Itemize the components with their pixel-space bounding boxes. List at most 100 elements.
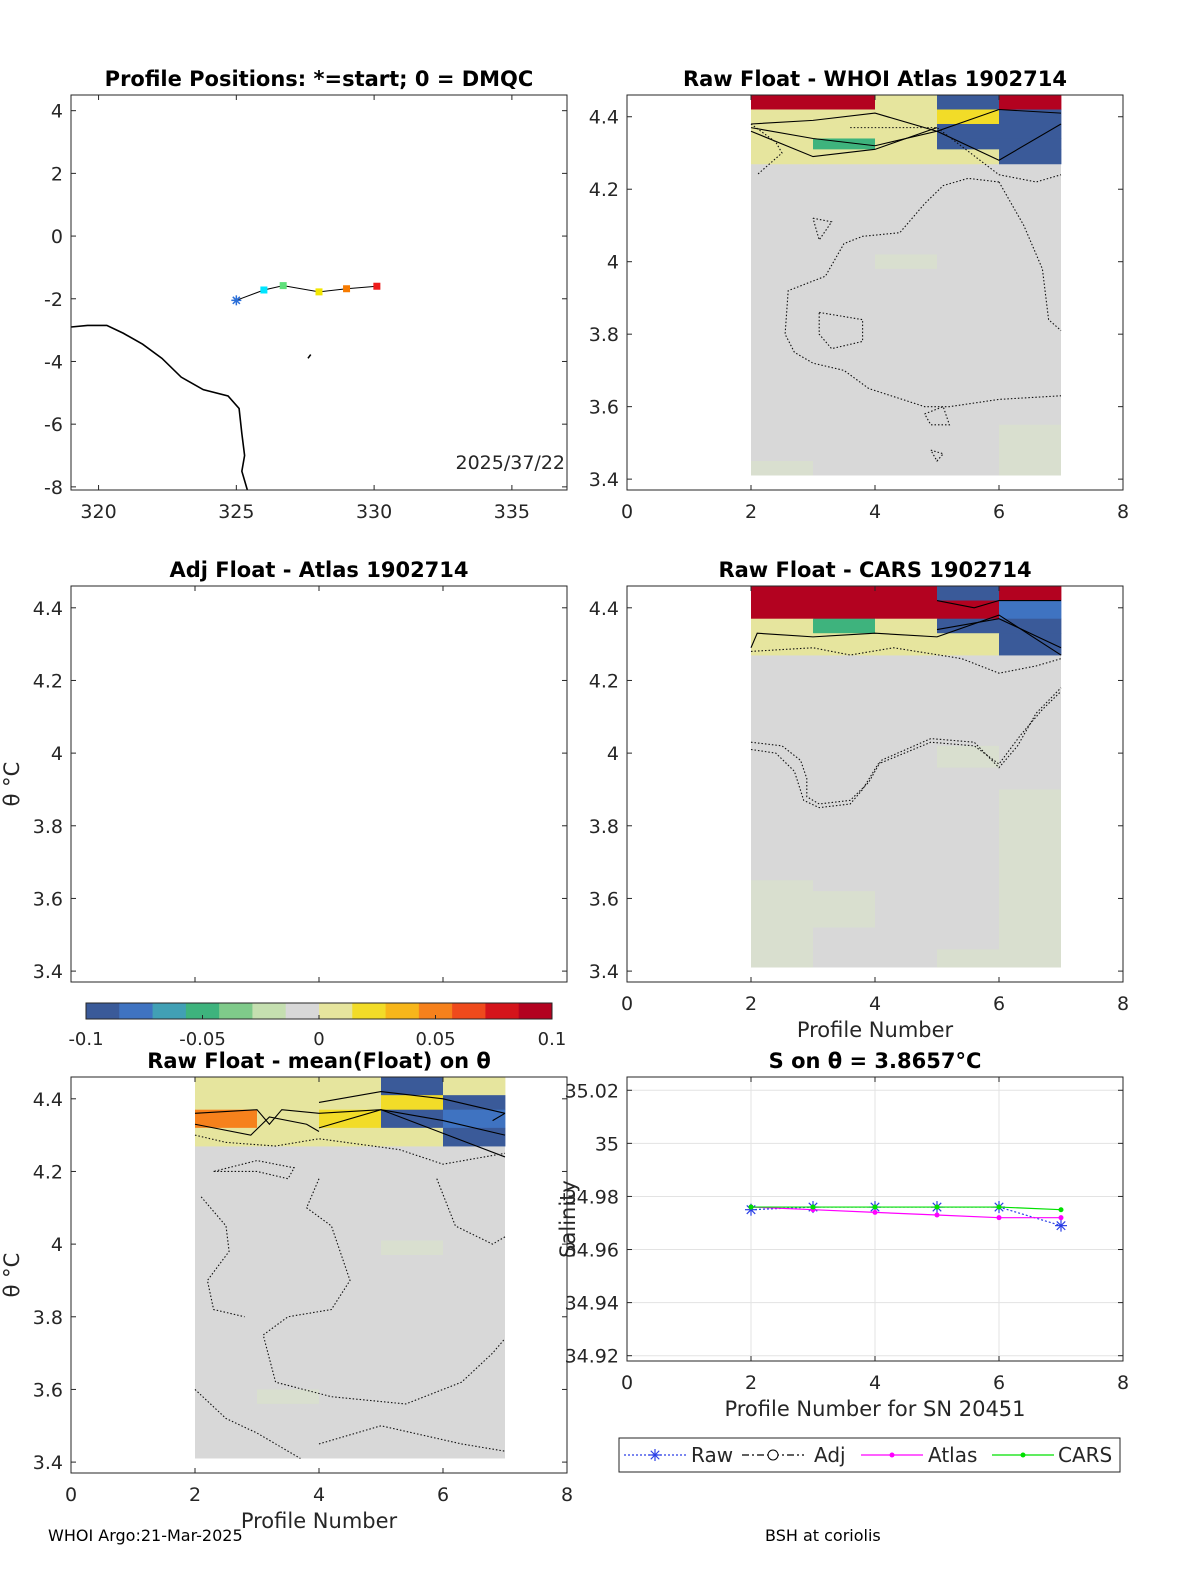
colorbar-segment bbox=[185, 1003, 220, 1019]
y-tick-label: 2 bbox=[51, 163, 63, 185]
y-tick-label: -2 bbox=[44, 289, 63, 311]
contour-solid bbox=[318, 1090, 506, 1114]
y-axis-label: Salinity bbox=[556, 1180, 580, 1258]
y-tick-label: 3.8 bbox=[33, 1307, 63, 1329]
heatmap-cell bbox=[813, 633, 876, 656]
contour-solid bbox=[318, 1109, 506, 1158]
heatmap-cell bbox=[381, 1109, 444, 1129]
colorbar-segment bbox=[352, 1003, 387, 1019]
chart-title: Adj Float - Atlas 1902714 bbox=[169, 558, 468, 582]
series-point-cars bbox=[810, 1204, 816, 1210]
coastline bbox=[70, 324, 249, 491]
colorbar-segment bbox=[518, 1003, 553, 1019]
legend-item-raw: Raw bbox=[624, 1443, 733, 1467]
heatmap-cell bbox=[999, 586, 1062, 601]
heatmap-cell bbox=[195, 1077, 258, 1096]
colorbar-segment bbox=[252, 1003, 287, 1019]
chart-title: Raw Float - mean(Float) on θ bbox=[147, 1049, 491, 1073]
heatmap-cell bbox=[257, 1095, 320, 1111]
raw-mean-chart: 0 2 4 6 8 4.4 4.2 4 3.8 3.6 3.4 Raw Float - mean(Fl… bbox=[0, 1049, 573, 1533]
heatmap-cell bbox=[999, 149, 1062, 165]
y-tick-label: 35.02 bbox=[565, 1080, 619, 1102]
y-tick-label: 4 bbox=[51, 1234, 63, 1256]
y-tick-label: 34.94 bbox=[565, 1293, 619, 1315]
y-tick-label: 4.4 bbox=[589, 107, 619, 129]
heatmap-cell bbox=[813, 95, 876, 110]
raw-atlas-chart: 0 2 4 6 8 4.4 4.2 4 3.8 3.6 3.4 Raw Float - WHOI At… bbox=[589, 67, 1129, 523]
start-marker bbox=[231, 295, 242, 306]
contour-dotted bbox=[750, 123, 783, 176]
heatmap-cell bbox=[999, 95, 1062, 110]
raw-cars-chart: 0 2 4 6 8 4.4 4.2 4 3.8 3.6 3.4 Raw Float - CARS 19… bbox=[589, 558, 1129, 1042]
heatmap-cell bbox=[813, 618, 876, 634]
heatmap-cell bbox=[937, 586, 1000, 601]
series-point-cars bbox=[1058, 1207, 1064, 1213]
x-tick-label: 6 bbox=[993, 1372, 1005, 1394]
colorbar-segment bbox=[86, 1003, 120, 1019]
x-tick-label: 0 bbox=[621, 993, 633, 1015]
y-tick-label: 3.6 bbox=[33, 1379, 63, 1401]
footer-right: BSH at coriolis bbox=[765, 1526, 881, 1545]
date-label: 2025/37/22 bbox=[455, 452, 565, 474]
axes-frame bbox=[70, 585, 568, 983]
y-tick-label: 4 bbox=[51, 101, 63, 123]
island-mark bbox=[307, 354, 312, 359]
colorbar-segment bbox=[418, 1003, 453, 1019]
colorbar-tick-label: 0 bbox=[313, 1029, 324, 1050]
legend-label: Raw bbox=[691, 1443, 733, 1467]
colorbar-segment bbox=[119, 1003, 154, 1019]
contour-solid bbox=[750, 108, 1062, 132]
heatmap-cell bbox=[751, 461, 813, 476]
colorbar-tick-label: -0.05 bbox=[179, 1029, 226, 1050]
heatmap-cell bbox=[875, 254, 937, 269]
footer-left: WHOI Argo:21-Mar-2025 bbox=[48, 1526, 243, 1545]
y-tick-label: 4.4 bbox=[33, 1089, 63, 1111]
heatmap-cell bbox=[999, 618, 1062, 634]
x-tick-label: 0 bbox=[621, 1372, 633, 1394]
float-track bbox=[236, 285, 377, 301]
chart-title: Raw Float - CARS 1902714 bbox=[718, 558, 1031, 582]
contour-solid bbox=[194, 1109, 506, 1136]
x-axis-label: Profile Number bbox=[241, 1509, 398, 1533]
heatmap-cell bbox=[937, 109, 1000, 125]
y-tick-label: 35 bbox=[595, 1133, 619, 1155]
heatmap-cell bbox=[999, 123, 1062, 139]
y-tick-label: 3.4 bbox=[33, 961, 63, 983]
heatmap-cell bbox=[195, 1127, 258, 1147]
colorbar-segment bbox=[485, 1003, 520, 1019]
heatmap-cell bbox=[875, 586, 938, 601]
adj-atlas-chart: 4.4 4.2 4 3.8 3.6 3.4 Adj Float - Atlas 190271… bbox=[0, 558, 568, 983]
heatmap-cell bbox=[381, 1240, 443, 1256]
contour-dotted bbox=[818, 311, 864, 350]
colorbar-segment bbox=[285, 1003, 320, 1019]
heatmap-cell bbox=[751, 586, 814, 601]
heatmap-cell bbox=[813, 123, 876, 139]
contour-dotted bbox=[750, 647, 1062, 674]
legend-label: Atlas bbox=[928, 1443, 977, 1467]
colorbar-segment bbox=[219, 1003, 253, 1019]
legend-marker bbox=[1020, 1452, 1026, 1458]
heatmap-cell bbox=[813, 891, 875, 928]
heatmap-cell bbox=[319, 1127, 382, 1147]
legend: Raw Adj Atlas CARS bbox=[618, 1437, 1121, 1473]
heatmap-cell bbox=[999, 424, 1061, 476]
x-tick-label: 4 bbox=[869, 1372, 881, 1394]
heatmap-cell bbox=[195, 1109, 258, 1129]
colorbar-tick-label: 0.05 bbox=[415, 1029, 455, 1050]
heatmap-cell bbox=[813, 149, 876, 165]
legend-item-adj: Adj bbox=[742, 1443, 846, 1467]
legend-item-atlas: Atlas bbox=[861, 1443, 977, 1467]
colorbar-segment bbox=[152, 1003, 187, 1019]
raw-point bbox=[1055, 1219, 1067, 1232]
x-axis-label: Profile Number for SN 20451 bbox=[724, 1397, 1025, 1421]
heatmap-cell bbox=[875, 149, 938, 165]
y-tick-label: 4.2 bbox=[589, 670, 619, 692]
y-axis-label: θ °C bbox=[0, 762, 24, 807]
series-point-cars bbox=[872, 1204, 878, 1210]
heatmap-cell bbox=[257, 1077, 320, 1096]
y-tick-label: 34.92 bbox=[565, 1346, 619, 1368]
heatmap-cell bbox=[813, 586, 876, 601]
heatmap-cell bbox=[751, 600, 814, 620]
heatmap-cell bbox=[813, 600, 876, 620]
colorbar-segment bbox=[385, 1003, 420, 1019]
